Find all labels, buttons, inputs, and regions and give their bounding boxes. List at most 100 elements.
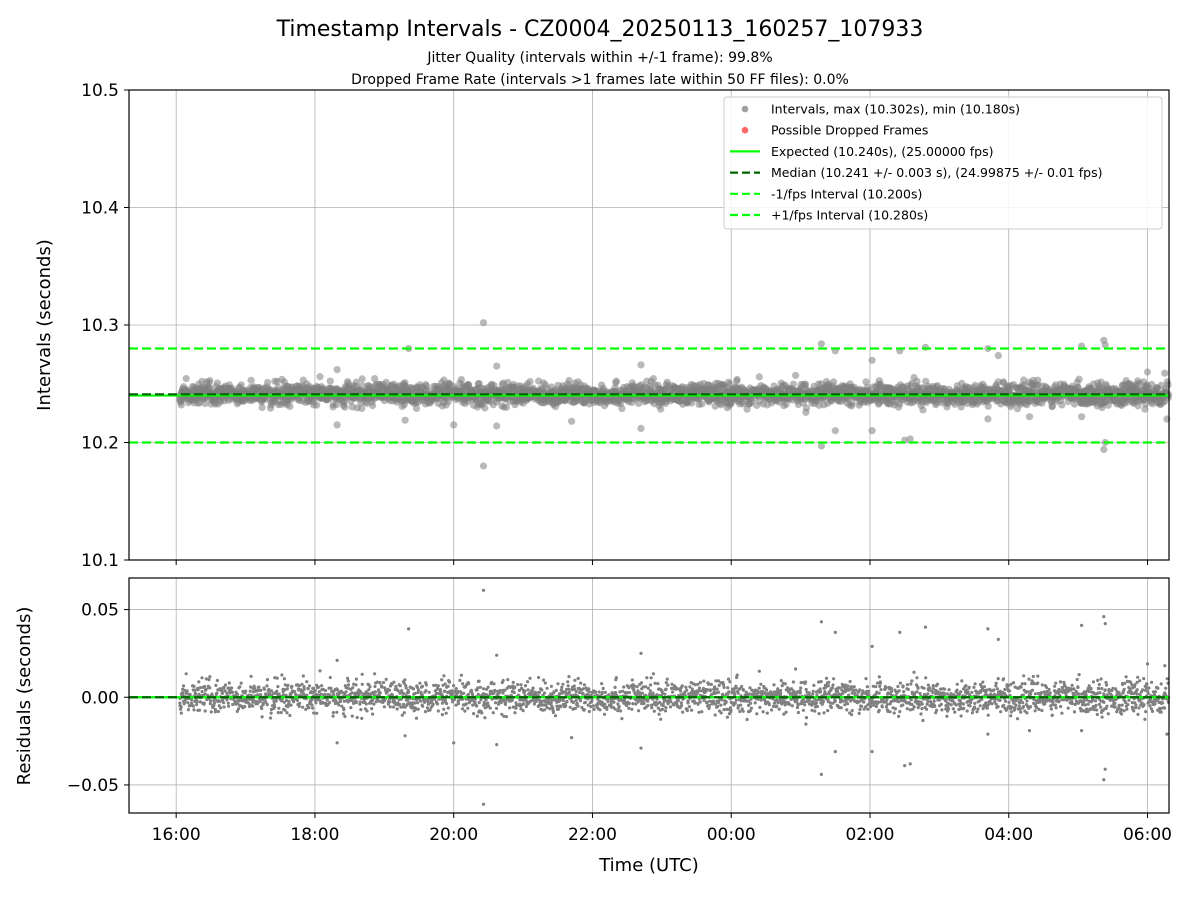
- residual-point: [612, 700, 616, 704]
- residual-point: [603, 690, 608, 694]
- residual-point: [799, 686, 803, 690]
- residual-point: [757, 669, 761, 673]
- interval-point: [358, 375, 366, 383]
- residual-point: [528, 676, 532, 680]
- residual-point: [779, 688, 783, 693]
- residual-point: [542, 708, 547, 712]
- residual-point: [293, 690, 297, 694]
- residual-point: [464, 702, 468, 706]
- residual-point: [195, 700, 199, 704]
- residual-point: [488, 706, 492, 710]
- residual-point: [367, 688, 371, 692]
- residual-point: [732, 692, 737, 696]
- interval-point: [1143, 368, 1152, 376]
- residual-point: [402, 702, 406, 707]
- residual-point: [227, 704, 231, 708]
- residual-point: [771, 704, 776, 709]
- residual-point: [484, 698, 488, 702]
- residuals-ytick-label-0.05: 0.05: [81, 601, 119, 621]
- residual-point: [697, 689, 701, 693]
- residual-point: [631, 702, 635, 706]
- residual-point: [373, 684, 377, 689]
- residual-point: [658, 700, 662, 704]
- residual-point: [219, 706, 223, 710]
- residual-point: [627, 701, 631, 706]
- residual-point: [755, 712, 759, 716]
- residual-point: [561, 682, 565, 686]
- interval-point: [201, 399, 209, 408]
- x-tick-label-06:00: 06:00: [1123, 825, 1172, 845]
- residual-point: [280, 673, 284, 677]
- residual-point: [471, 703, 475, 707]
- residual-point: [739, 703, 743, 707]
- residual-point: [382, 705, 386, 709]
- residual-point: [315, 711, 319, 715]
- residuals-panel: 16:00 18:00 20:00 22:00 00:00 02:00 04:00 06:00…: [67, 577, 1172, 845]
- residual-point: [440, 701, 444, 705]
- residual-point: [431, 702, 435, 706]
- residual-point: [406, 690, 411, 695]
- interval-point: [921, 343, 930, 351]
- interval-point: [657, 405, 665, 413]
- residual-point: [729, 708, 733, 712]
- residual-point: [454, 687, 458, 691]
- residual-point: [519, 683, 523, 687]
- residual-point: [525, 680, 530, 684]
- interval-point: [618, 405, 626, 413]
- interval-point: [817, 340, 826, 348]
- interval-point: [369, 402, 377, 410]
- residual-point: [492, 682, 496, 686]
- residual-point: [354, 683, 358, 687]
- residual-point: [200, 690, 204, 694]
- residual-point: [400, 689, 404, 693]
- residual-point: [669, 699, 673, 704]
- residual-point: [679, 689, 683, 693]
- interval-point: [848, 399, 856, 407]
- intervals-ytick-label-10.1: 10.1: [81, 551, 119, 571]
- interval-point: [237, 381, 245, 389]
- residual-point: [388, 700, 392, 704]
- interval-point: [1164, 381, 1172, 389]
- residual-point: [314, 701, 318, 705]
- residual-point: [226, 701, 230, 705]
- residual-point: [420, 684, 425, 688]
- interval-point: [352, 378, 360, 386]
- interval-point: [358, 382, 366, 390]
- chart-title: Timestamp Intervals - CZ0004_20250113_16…: [276, 17, 924, 42]
- x-tick-label-20:00: 20:00: [429, 825, 478, 845]
- residual-point: [741, 709, 745, 713]
- residuals-ytick-label-−0.05: −0.05: [67, 776, 119, 796]
- residual-point: [721, 683, 726, 687]
- residual-point: [716, 704, 720, 708]
- residual-point: [359, 708, 363, 712]
- residual-point: [521, 709, 525, 713]
- x-tick-label-02:00: 02:00: [845, 825, 894, 845]
- residual-point: [440, 678, 444, 682]
- residual-point: [526, 688, 530, 692]
- residual-point: [664, 706, 668, 710]
- residuals-ytick-label-0.00: 0.00: [81, 688, 119, 708]
- residual-point: [230, 686, 234, 690]
- residual-point: [328, 675, 332, 680]
- interval-point: [263, 378, 272, 387]
- residual-point: [424, 689, 428, 693]
- residual-point: [311, 706, 315, 710]
- residual-point: [265, 703, 269, 707]
- residual-point: [553, 714, 558, 718]
- residual-point: [728, 680, 732, 684]
- residual-point: [373, 690, 378, 694]
- residual-point: [594, 690, 598, 694]
- residual-point: [656, 682, 660, 686]
- residual-point: [318, 669, 322, 673]
- residual-point: [531, 686, 535, 690]
- residual-point: [702, 679, 706, 683]
- interval-point: [984, 402, 992, 410]
- residual-point: [548, 707, 552, 711]
- residual-point: [212, 704, 216, 708]
- residual-point: [499, 701, 503, 705]
- residual-point: [705, 688, 710, 692]
- residual-point: [319, 692, 323, 696]
- residual-point: [635, 685, 639, 689]
- residual-point: [459, 673, 463, 677]
- residual-point: [244, 689, 248, 693]
